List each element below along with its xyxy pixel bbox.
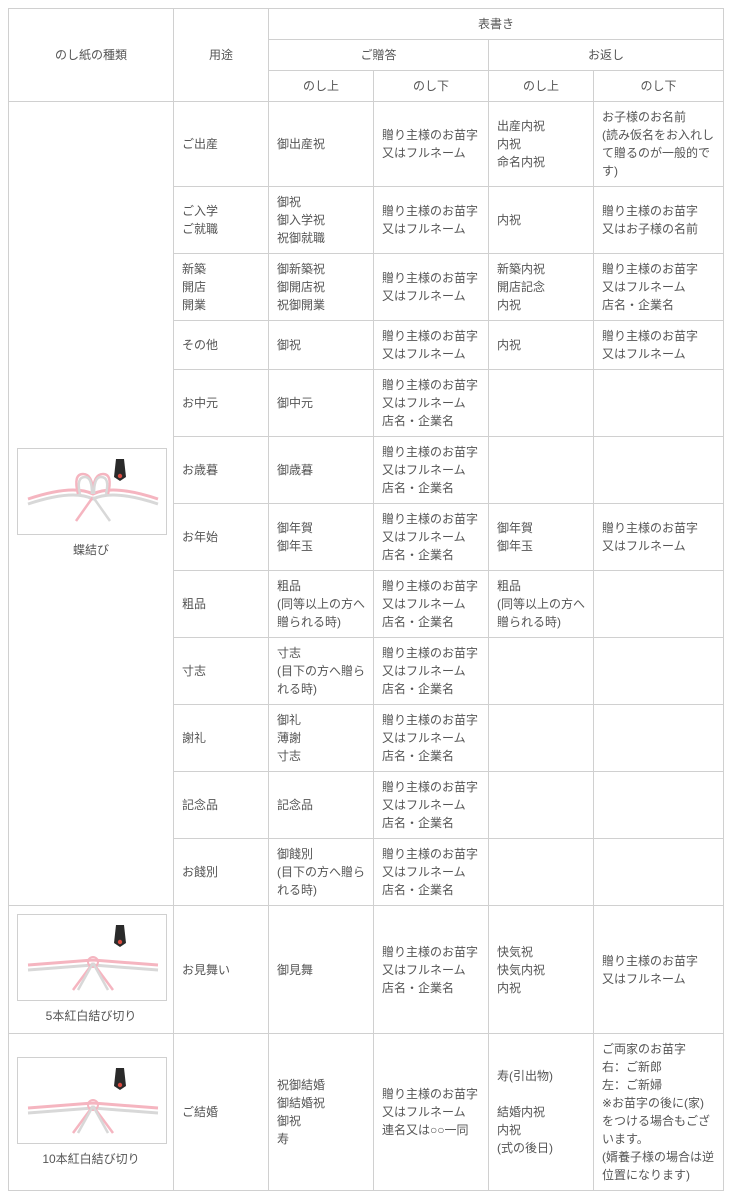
return-down-cell: 贈り主様のお苗字 又はフルネーム 店名・企業名 — [594, 254, 724, 321]
gift-up-cell: 御年賀 御年玉 — [269, 504, 374, 571]
table-header: のし紙の種類 用途 表書き ご贈答 お返し のし上 のし下 のし上 のし下 — [9, 9, 724, 102]
noshi-type-cell: 蝶結び — [9, 102, 174, 906]
return-down-cell — [594, 839, 724, 906]
return-down-cell — [594, 437, 724, 504]
hdr-return: お返し — [489, 40, 724, 71]
use-cell: その他 — [174, 321, 269, 370]
noshi-table: のし紙の種類 用途 表書き ご贈答 お返し のし上 のし下 のし上 のし下 蝶結… — [8, 8, 724, 1191]
gift-up-cell: 寸志 (目下の方へ贈られる時) — [269, 638, 374, 705]
hdr-ret-down: のし下 — [594, 71, 724, 102]
use-cell: お年始 — [174, 504, 269, 571]
use-cell: ご入学 ご就職 — [174, 187, 269, 254]
gift-up-cell: 御新築祝 御開店祝 祝御開業 — [269, 254, 374, 321]
gift-up-cell: 御祝 — [269, 321, 374, 370]
return-down-cell — [594, 705, 724, 772]
return-up-cell: 内祝 — [489, 321, 594, 370]
hdr-surface: 表書き — [269, 9, 724, 40]
gift-up-cell: 御餞別 (目下の方へ贈られる時) — [269, 839, 374, 906]
noshi-type-label: 10本紅白結び切り — [17, 1150, 165, 1168]
gift-down-cell: 贈り主様のお苗字 又はフルネーム 店名・企業名 — [374, 437, 489, 504]
gift-up-cell: 記念品 — [269, 772, 374, 839]
gift-up-cell: 御祝 御入学祝 祝御就職 — [269, 187, 374, 254]
noshi-icon — [17, 914, 167, 1001]
use-cell: お中元 — [174, 370, 269, 437]
use-cell: 寸志 — [174, 638, 269, 705]
noshi-icon — [17, 448, 167, 535]
gift-down-cell: 贈り主様のお苗字 又はフルネーム 店名・企業名 — [374, 839, 489, 906]
return-up-cell — [489, 638, 594, 705]
noshi-type-cell: 5本紅白結び切り — [9, 906, 174, 1034]
return-down-cell: 贈り主様のお苗字 又はお子様の名前 — [594, 187, 724, 254]
use-cell: 新築 開店 開業 — [174, 254, 269, 321]
return-down-cell: ご両家のお苗字 右：ご新郎 左：ご新婦 ※お苗字の後に(家)をつける場合もござい… — [594, 1034, 724, 1191]
gift-down-cell: 贈り主様のお苗字 又はフルネーム — [374, 102, 489, 187]
use-cell: ご出産 — [174, 102, 269, 187]
table-row: 蝶結びご出産御出産祝贈り主様のお苗字 又はフルネーム出産内祝 内祝 命名内祝お子… — [9, 102, 724, 187]
gift-down-cell: 贈り主様のお苗字 又はフルネーム 店名・企業名 — [374, 772, 489, 839]
gift-up-cell: 御見舞 — [269, 906, 374, 1034]
return-up-cell: 粗品 (同等以上の方へ贈られる時) — [489, 571, 594, 638]
use-cell: お見舞い — [174, 906, 269, 1034]
return-up-cell: 内祝 — [489, 187, 594, 254]
gift-down-cell: 贈り主様のお苗字 又はフルネーム 店名・企業名 — [374, 504, 489, 571]
return-down-cell — [594, 370, 724, 437]
hdr-ret-up: のし上 — [489, 71, 594, 102]
gift-up-cell: 御出産祝 — [269, 102, 374, 187]
use-cell: 謝礼 — [174, 705, 269, 772]
use-cell: お餞別 — [174, 839, 269, 906]
gift-down-cell: 贈り主様のお苗字 又はフルネーム 店名・企業名 — [374, 370, 489, 437]
gift-down-cell: 贈り主様のお苗字 又はフルネーム 店名・企業名 — [374, 571, 489, 638]
use-cell: ご結婚 — [174, 1034, 269, 1191]
hdr-gift-up: のし上 — [269, 71, 374, 102]
return-down-cell — [594, 571, 724, 638]
noshi-icon — [17, 1057, 167, 1144]
table-row: 5本紅白結び切りお見舞い御見舞贈り主様のお苗字 又はフルネーム 店名・企業名快気… — [9, 906, 724, 1034]
gift-up-cell: 御中元 — [269, 370, 374, 437]
gift-up-cell: 粗品 (同等以上の方へ贈られる時) — [269, 571, 374, 638]
return-up-cell — [489, 370, 594, 437]
return-down-cell — [594, 638, 724, 705]
gift-down-cell: 贈り主様のお苗字 又はフルネーム — [374, 254, 489, 321]
use-cell: お歳暮 — [174, 437, 269, 504]
return-up-cell — [489, 772, 594, 839]
noshi-type-label: 蝶結び — [17, 541, 165, 559]
table-row: 10本紅白結び切りご結婚祝御結婚 御結婚祝 御祝 寿贈り主様のお苗字 又はフルネ… — [9, 1034, 724, 1191]
return-down-cell: 贈り主様のお苗字 又はフルネーム — [594, 504, 724, 571]
gift-down-cell: 贈り主様のお苗字 又はフルネーム 連名又は○○一同 — [374, 1034, 489, 1191]
hdr-gift-down: のし下 — [374, 71, 489, 102]
return-up-cell: 出産内祝 内祝 命名内祝 — [489, 102, 594, 187]
return-up-cell: 新築内祝 開店記念 内祝 — [489, 254, 594, 321]
gift-down-cell: 贈り主様のお苗字 又はフルネーム 店名・企業名 — [374, 705, 489, 772]
return-up-cell — [489, 705, 594, 772]
hdr-type: のし紙の種類 — [9, 9, 174, 102]
return-up-cell — [489, 437, 594, 504]
hdr-use: 用途 — [174, 9, 269, 102]
return-up-cell: 御年賀 御年玉 — [489, 504, 594, 571]
gift-down-cell: 贈り主様のお苗字 又はフルネーム — [374, 321, 489, 370]
gift-down-cell: 贈り主様のお苗字 又はフルネーム 店名・企業名 — [374, 906, 489, 1034]
return-down-cell: 贈り主様のお苗字 又はフルネーム — [594, 906, 724, 1034]
noshi-type-label: 5本紅白結び切り — [17, 1007, 165, 1025]
return-down-cell: 贈り主様のお苗字 又はフルネーム — [594, 321, 724, 370]
return-down-cell: お子様のお名前 (読み仮名をお入れして贈るのが一般的です) — [594, 102, 724, 187]
return-up-cell: 寿(引出物) 結婚内祝 内祝 (式の後日) — [489, 1034, 594, 1191]
gift-down-cell: 贈り主様のお苗字 又はフルネーム — [374, 187, 489, 254]
use-cell: 記念品 — [174, 772, 269, 839]
gift-up-cell: 御礼 薄謝 寸志 — [269, 705, 374, 772]
return-down-cell — [594, 772, 724, 839]
gift-down-cell: 贈り主様のお苗字 又はフルネーム 店名・企業名 — [374, 638, 489, 705]
return-up-cell — [489, 839, 594, 906]
return-up-cell: 快気祝 快気内祝 内祝 — [489, 906, 594, 1034]
hdr-gift: ご贈答 — [269, 40, 489, 71]
gift-up-cell: 祝御結婚 御結婚祝 御祝 寿 — [269, 1034, 374, 1191]
noshi-type-cell: 10本紅白結び切り — [9, 1034, 174, 1191]
gift-up-cell: 御歳暮 — [269, 437, 374, 504]
use-cell: 粗品 — [174, 571, 269, 638]
